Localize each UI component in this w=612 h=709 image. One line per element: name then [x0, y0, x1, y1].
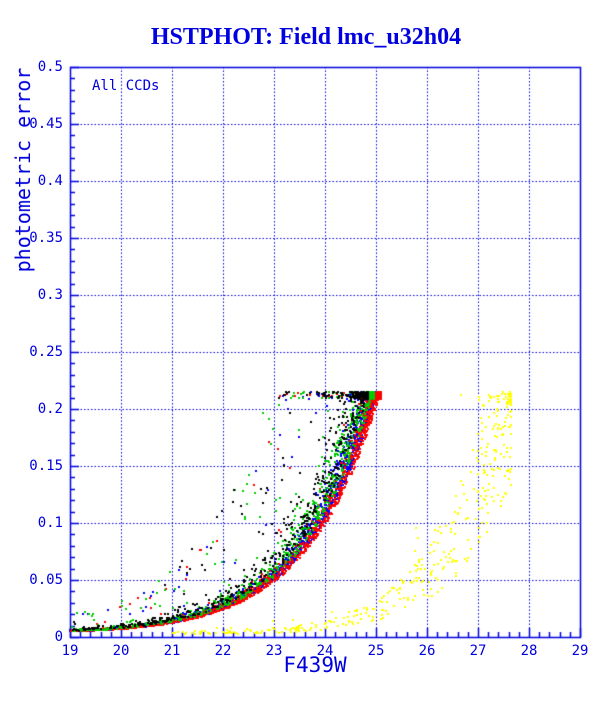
x-axis-label: F439W [283, 653, 347, 677]
x-tick-label: 22 [214, 643, 232, 659]
y-tick-label: 0.45 [29, 116, 63, 132]
x-tick-label: 27 [469, 643, 487, 659]
y-tick-label: 0.4 [37, 173, 63, 189]
x-tick-label: 21 [163, 643, 181, 659]
x-tick-label: 29 [571, 643, 589, 659]
y-tick-label: 0.15 [29, 458, 63, 474]
y-tick-label: 0.3 [37, 287, 63, 303]
y-tick-label: 0.35 [29, 230, 63, 246]
all-ccds-annotation: All CCDs [92, 78, 160, 94]
y-tick-label: 0.2 [37, 401, 63, 417]
x-tick-label: 25 [367, 643, 385, 659]
y-tick-label: 0 [54, 629, 63, 645]
y-tick-label: 0.05 [29, 572, 63, 588]
y-tick-label: 0.25 [29, 344, 63, 360]
y-tick-label: 0.1 [37, 515, 63, 531]
x-tick-label: 23 [265, 643, 283, 659]
y-tick-label: 0.5 [37, 59, 63, 75]
x-tick-label: 19 [61, 643, 79, 659]
page-title: HSTPHOT: Field lmc_u32h04 [150, 24, 462, 50]
x-tick-label: 28 [520, 643, 538, 659]
x-tick-label: 20 [112, 643, 130, 659]
x-tick-label: 24 [316, 643, 334, 659]
x-tick-label: 26 [418, 643, 436, 659]
